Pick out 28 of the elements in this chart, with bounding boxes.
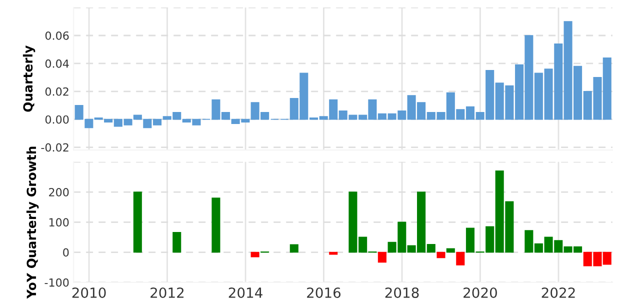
y-axis-title: YoY Quarterly Growth (26, 146, 39, 299)
y-tick-label: 0.06 (45, 31, 69, 40)
bar (378, 252, 386, 263)
x-tick-label: 2012 (150, 287, 184, 298)
y-tick-label: 200 (49, 188, 69, 196)
y-tick-label: -100 (44, 278, 69, 287)
bar (456, 252, 465, 266)
bar (290, 244, 298, 253)
bar (446, 248, 455, 253)
bar (436, 252, 446, 258)
bar (250, 252, 260, 258)
y-tick-label: 0.02 (45, 87, 68, 96)
bar (329, 252, 338, 255)
x-tick-label: 2018 (385, 287, 419, 298)
y-tick-label: 0.04 (45, 59, 69, 68)
y-tick-label: 0.00 (45, 115, 69, 124)
y-tick-label: 100 (49, 218, 69, 227)
y-tick-label: 0 (63, 248, 69, 257)
x-tick-label: 2010 (72, 287, 106, 298)
bar (133, 192, 142, 253)
x-tick-label: 2014 (228, 287, 262, 298)
x-tick-label: 2022 (542, 287, 575, 298)
bar (212, 198, 220, 253)
y-tick-label: -0.02 (41, 143, 68, 152)
bar (172, 232, 182, 253)
y-axis-title: Quarterly (22, 45, 36, 112)
x-tick-label: 2020 (464, 287, 497, 298)
x-tick-label: 2016 (307, 287, 341, 298)
